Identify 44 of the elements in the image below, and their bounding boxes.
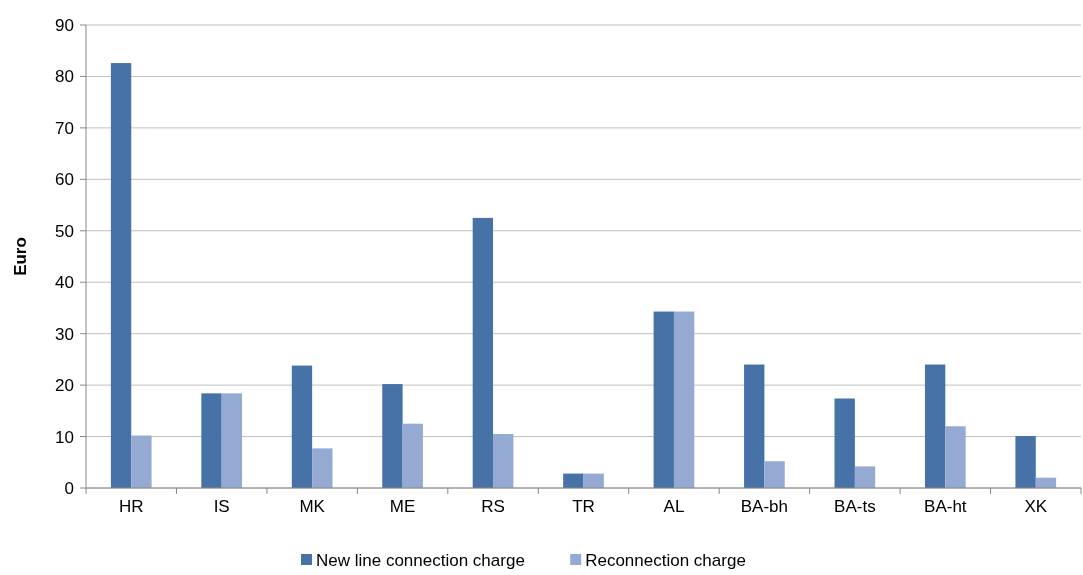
bar bbox=[312, 448, 333, 488]
x-tick-label: BA-ht bbox=[924, 497, 967, 516]
bar bbox=[653, 311, 674, 488]
y-tick-label: 40 bbox=[55, 273, 74, 293]
x-tick-label: ME bbox=[389, 497, 416, 516]
x-tick-label: BA-bh bbox=[740, 497, 789, 516]
bar bbox=[563, 473, 584, 488]
bar bbox=[924, 364, 946, 488]
bar bbox=[493, 433, 514, 488]
legend-label: New line connection charge bbox=[316, 551, 525, 570]
x-tick-label: XK bbox=[1024, 497, 1048, 516]
y-tick-label: 50 bbox=[55, 221, 74, 241]
bar bbox=[201, 393, 222, 488]
y-tick-label: 90 bbox=[55, 15, 74, 35]
x-tick-label: HR bbox=[118, 497, 144, 516]
y-tick-label: 10 bbox=[55, 427, 74, 447]
bar bbox=[945, 426, 966, 488]
y-tick-label: 60 bbox=[55, 170, 74, 190]
bar bbox=[472, 217, 494, 488]
y-tick-label: 30 bbox=[55, 324, 74, 344]
bar bbox=[221, 393, 243, 488]
y-axis-title: Euro bbox=[11, 237, 30, 276]
x-tick-label: BA-ts bbox=[834, 497, 876, 516]
bar bbox=[1015, 436, 1036, 488]
bar bbox=[764, 461, 785, 488]
bar bbox=[673, 311, 695, 488]
y-tick-label: 70 bbox=[55, 118, 74, 138]
x-tick-label: RS bbox=[481, 497, 505, 516]
bar bbox=[291, 365, 313, 488]
y-tick-label: 20 bbox=[55, 376, 74, 396]
bar bbox=[744, 364, 765, 488]
x-tick-label: AL bbox=[663, 497, 685, 516]
x-tick-label: TR bbox=[572, 497, 595, 516]
bar bbox=[402, 423, 423, 488]
bar bbox=[834, 398, 855, 488]
x-tick-label: MK bbox=[299, 497, 326, 516]
y-tick-label: 80 bbox=[55, 67, 74, 87]
bar bbox=[131, 435, 152, 488]
legend-label: Reconnection charge bbox=[585, 551, 746, 570]
bar bbox=[854, 466, 876, 488]
y-tick-label: 0 bbox=[64, 478, 74, 498]
x-tick-label: IS bbox=[213, 497, 230, 516]
bar bbox=[382, 384, 403, 488]
bar bbox=[110, 63, 132, 488]
